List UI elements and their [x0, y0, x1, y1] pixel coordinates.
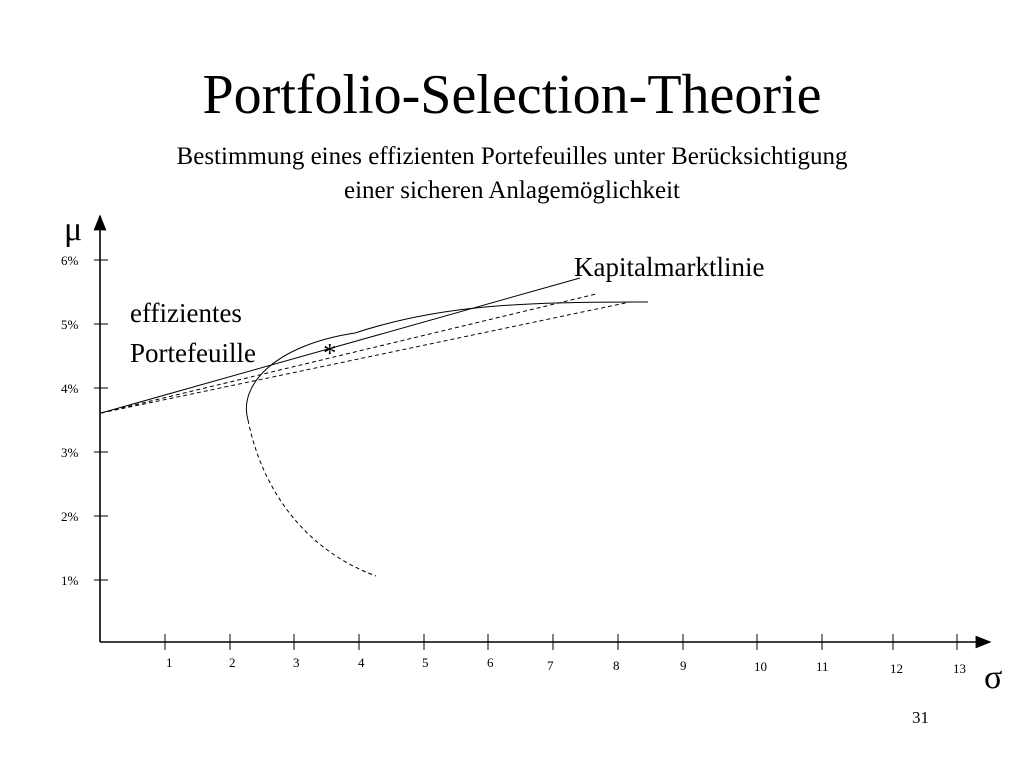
x-tick-label: 4	[358, 655, 365, 670]
x-tick-label: 3	[293, 655, 300, 670]
capital-market-line	[100, 277, 581, 414]
x-tick-label: 6	[487, 655, 494, 670]
y-tick-label: 2%	[61, 509, 79, 524]
efficient-portfolio-label-line1: effizientes	[130, 298, 242, 328]
efficient-portfolio-label-line2: Portefeuille	[130, 338, 256, 368]
x-tick-label: 13	[953, 661, 966, 676]
x-tick-label: 10	[754, 659, 767, 674]
x-ticks: 1 2 3 4 5 6 7 8 9 10 11 12 13	[164, 634, 966, 676]
subtitle-line-2: einer sicheren Anlagemöglichkeit	[344, 177, 680, 204]
x-tick-label: 12	[890, 661, 903, 676]
y-ticks: 6% 5% 4% 3% 2% 1%	[61, 253, 108, 588]
tangency-marker: *	[323, 338, 337, 368]
y-tick-label: 6%	[61, 253, 79, 268]
y-tick-label: 3%	[61, 445, 79, 460]
dashed-line-lower	[100, 301, 631, 414]
y-tick-label: 4%	[61, 381, 79, 396]
inefficient-frontier	[247, 419, 377, 577]
y-tick-label: 5%	[61, 317, 79, 332]
x-tick-label: 9	[680, 658, 687, 673]
x-tick-label: 1	[166, 655, 173, 670]
slide-subtitle: Bestimmung eines effizienten Portefeuill…	[0, 140, 1024, 208]
x-tick-label: 2	[229, 655, 236, 670]
dashed-line-upper	[100, 293, 597, 414]
x-tick-label: 8	[613, 658, 620, 673]
y-tick-label: 1%	[61, 573, 79, 588]
x-axis-symbol: σ	[984, 659, 1002, 696]
subtitle-line-1: Bestimmung eines effizienten Portefeuill…	[176, 143, 848, 170]
capital-market-line-label: Kapitalmarktlinie	[574, 252, 764, 282]
slide-title: Portfolio-Selection-Theorie	[202, 64, 822, 126]
x-tick-label: 5	[422, 655, 429, 670]
y-axis-symbol: μ	[64, 211, 82, 248]
efficient-frontier	[246, 301, 649, 421]
x-tick-label: 11	[816, 659, 829, 674]
page-number: 31	[912, 708, 929, 727]
x-tick-label: 7	[547, 658, 554, 673]
